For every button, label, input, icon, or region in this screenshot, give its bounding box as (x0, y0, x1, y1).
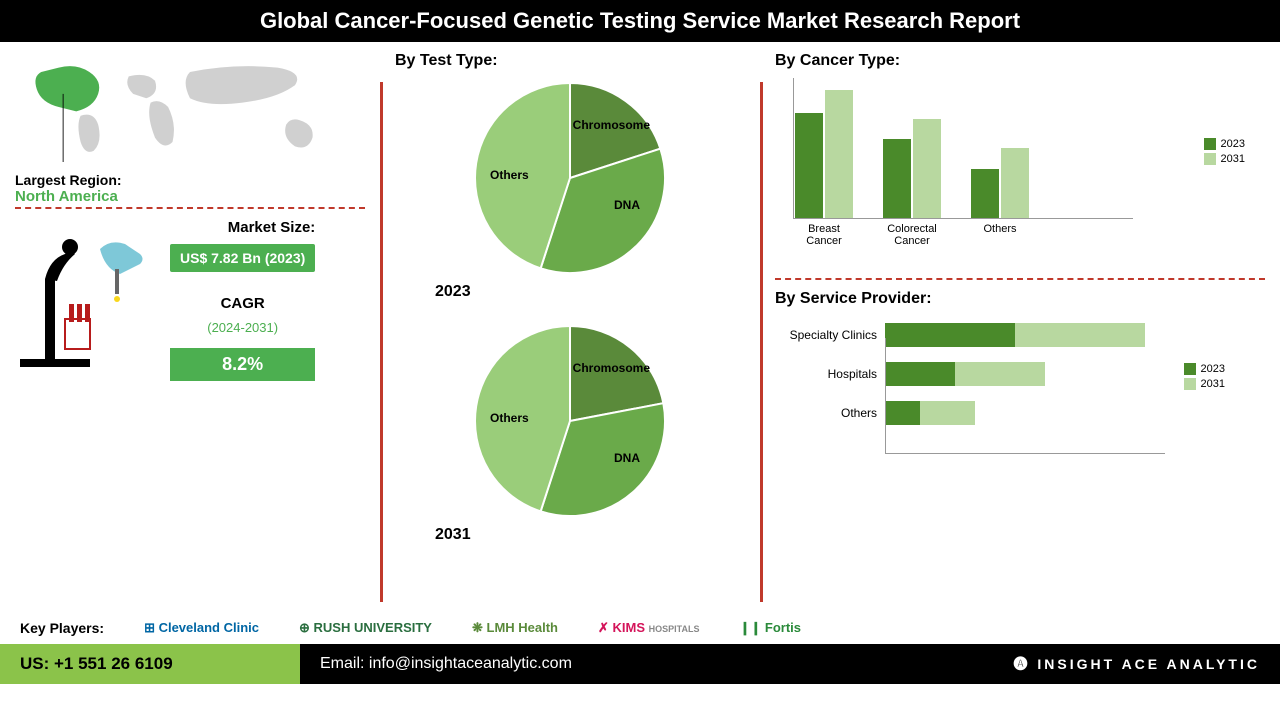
service-provider-title: By Service Provider: (775, 290, 1265, 308)
world-map-icon (15, 52, 365, 162)
bar-chart-vertical (795, 78, 1265, 218)
region-label: Largest Region: (15, 172, 365, 188)
player-logo: ❙❙ Fortis (739, 620, 801, 636)
metric-values: Market Size: US$ 7.82 Bn (2023) CAGR (20… (170, 219, 315, 389)
pie-year-label: 2023 (435, 283, 745, 301)
player-logo: ⊞ Cleveland Clinic (144, 620, 259, 636)
company-name: 🅐 INSIGHT ACE ANALYTIC (1014, 654, 1260, 674)
footer-phone: US: +1 551 26 6109 (0, 644, 300, 684)
slice-label: Chromosome (573, 118, 650, 132)
divider-horizontal (775, 278, 1265, 280)
test-type-title: By Test Type: (395, 52, 745, 70)
slice-label: Others (490, 411, 529, 425)
footer-email: Email: info@insightaceanalytic.com 🅐 INS… (300, 644, 1280, 684)
market-size-value: US$ 7.82 Bn (2023) (170, 244, 315, 272)
players-label: Key Players: (20, 620, 104, 636)
slice-label: DNA (614, 451, 640, 465)
legend-label: 2031 (1201, 378, 1225, 390)
player-logo: ❋ LMH Health (472, 620, 558, 636)
chart-legend: 2023 2031 (1184, 363, 1225, 390)
footer: US: +1 551 26 6109 Email: info@insightac… (0, 644, 1280, 684)
cancer-type-title: By Cancer Type: (775, 52, 1265, 70)
cagr-years: (2024-2031) (170, 320, 315, 335)
legend-label: 2031 (1221, 153, 1245, 165)
y-axis (885, 338, 886, 453)
y-axis (793, 78, 794, 218)
legend-label: 2023 (1221, 138, 1245, 150)
bar-categories: Breast CancerColorectal CancerOthers (795, 218, 1265, 247)
pie-chart-2023: Chromosome DNA Others (470, 78, 670, 278)
slice-label: Chromosome (573, 361, 650, 375)
microscope-icon (15, 219, 155, 389)
legend-swatch (1184, 378, 1196, 390)
left-column: Largest Region: North America Market Siz (0, 42, 380, 612)
legend-label: 2023 (1201, 363, 1225, 375)
middle-column: By Test Type: Chromosome DNA Others 2023… (380, 42, 760, 612)
key-players-row: Key Players: ⊞ Cleveland Clinic ⊕ RUSH U… (0, 612, 1280, 644)
cagr-label: CAGR (170, 295, 315, 312)
cagr-value: 8.2% (170, 348, 315, 381)
pie-chart-2031: Chromosome DNA Others (470, 321, 670, 521)
pie-year-label: 2031 (435, 526, 745, 544)
region-value: North America (15, 188, 365, 205)
legend-swatch (1204, 153, 1216, 165)
slice-label: DNA (614, 198, 640, 212)
metrics-section: Market Size: US$ 7.82 Bn (2023) CAGR (20… (15, 219, 365, 389)
divider-horizontal (15, 207, 365, 209)
chart-legend: 2023 2031 (1204, 138, 1245, 165)
player-logo: ✗ KIMS HOSPITALS (598, 620, 699, 636)
legend-swatch (1184, 363, 1196, 375)
x-axis (793, 218, 1133, 219)
x-axis (885, 453, 1165, 454)
right-column: By Cancer Type: Breast CancerColorectal … (760, 42, 1280, 612)
legend-swatch (1204, 138, 1216, 150)
page-title: Global Cancer-Focused Genetic Testing Se… (0, 0, 1280, 42)
main-content: Largest Region: North America Market Siz (0, 42, 1280, 612)
slice-label: Others (490, 168, 529, 182)
market-size-label: Market Size: (170, 219, 315, 236)
player-logo: ⊕ RUSH UNIVERSITY (299, 620, 432, 636)
map-region: Largest Region: North America (15, 52, 365, 202)
